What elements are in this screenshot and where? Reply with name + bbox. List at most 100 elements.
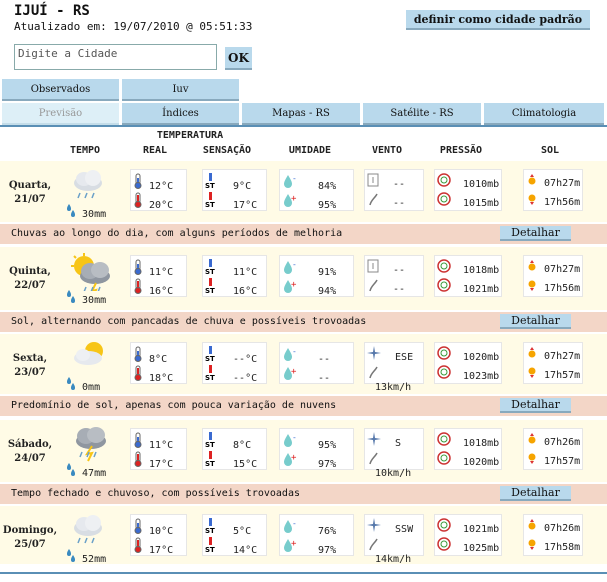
detail-button[interactable]: Detalhar [500, 226, 571, 241]
thermometer-min-icon [133, 518, 143, 537]
sun-rain-storm-icon [70, 253, 110, 298]
temp-min: 12°C [149, 181, 174, 192]
header-vento: VENTO [371, 145, 403, 156]
pressure-1: 1018mb [463, 265, 500, 276]
svg-text:ST: ST [205, 460, 215, 467]
feel-min-icon: ST [205, 346, 217, 365]
description-text: Sol, alternando com pancadas de chuva e … [11, 316, 367, 327]
sunrise-icon [526, 260, 538, 275]
sunset-icon [526, 193, 538, 208]
humidity-max: 94% [318, 286, 337, 297]
updated-timestamp: Atualizado em: 19/07/2010 @ 05:51:33 [14, 20, 253, 33]
temp-min: 11°C [149, 267, 174, 278]
forecast-row: Sábado, 24/07 47mm 11°C 17°C ST 8°C ST 1… [0, 420, 607, 482]
humidity-min: 76% [318, 526, 337, 537]
drops-icon [66, 462, 76, 479]
tab-satelite[interactable]: Satélite - RS [363, 103, 481, 125]
humidity-max: -- [318, 373, 331, 384]
sunset-time: 17h56m [544, 197, 581, 208]
precipitation: 0mm [66, 376, 100, 393]
forecast-row: Domingo, 25/07 52mm 10°C 17°C ST 5°C ST … [0, 506, 607, 565]
feel-min-icon: ST [205, 518, 217, 537]
temp-feel-cell: ST 5°C ST 14°C [202, 514, 267, 556]
humidity-cell: - 91% + 94% [279, 255, 354, 297]
tab-iuv[interactable]: Iuv [122, 79, 239, 101]
day-date: 22/07 [14, 280, 46, 291]
wind-rose-icon [367, 346, 381, 363]
temp-max: 18°C [149, 373, 174, 384]
sunset-time: 17h56m [544, 283, 581, 294]
header-sol: SOL [540, 145, 560, 156]
set-default-city-button[interactable]: definir como cidade padrão [406, 10, 590, 30]
tab-mapas[interactable]: Mapas - RS [242, 103, 360, 125]
pressure-2: 1025mb [463, 543, 500, 554]
temp-real-cell: 12°C 20°C [130, 169, 187, 211]
sunset-time: 17h57m [544, 456, 581, 467]
humidity-cell: - 84% + 95% [279, 169, 354, 211]
svg-text:+: + [291, 280, 297, 290]
wind-cell: ESE 13km/h [364, 342, 424, 393]
temp-max: 20°C [149, 200, 174, 211]
day-label: Sexta, 23/07 [0, 352, 60, 380]
precipitation: 47mm [66, 462, 106, 479]
pressure-1: 1020mb [463, 352, 500, 363]
ok-button[interactable]: OK [225, 47, 252, 70]
tab-climatologia[interactable]: Climatologia [484, 103, 604, 125]
feel-max-icon: ST [205, 278, 217, 297]
svg-text:ST: ST [205, 441, 215, 448]
temp-max: 17°C [149, 459, 174, 470]
day-date: 25/07 [14, 539, 46, 550]
wind-calm-icon [367, 259, 379, 276]
windsock-icon [367, 451, 379, 468]
temp-real-cell: 8°C 18°C [130, 342, 187, 384]
sunset-icon [526, 452, 538, 467]
tab-indices[interactable]: Índices [122, 103, 239, 125]
tab-observados[interactable]: Observados [2, 79, 119, 101]
feel-min-icon: ST [205, 259, 217, 278]
feel-max: 14°C [233, 545, 258, 556]
humidity-min-icon: - [282, 518, 298, 537]
wind-speed: 13km/h [375, 382, 412, 393]
temp-min: 10°C [149, 526, 174, 537]
feel-max: 16°C [233, 286, 258, 297]
pressure-1: 1021mb [463, 524, 500, 535]
humidity-max-icon: + [282, 192, 298, 211]
svg-text:ST: ST [205, 546, 215, 553]
detail-button[interactable]: Detalhar [500, 486, 571, 501]
precipitation: 30mm [66, 203, 106, 220]
svg-text:ST: ST [205, 268, 215, 275]
tab-bar-divider [0, 125, 607, 127]
windsock-icon [367, 192, 379, 209]
thermometer-min-icon [133, 346, 143, 365]
precip-value: 30mm [82, 295, 107, 306]
temp-max: 17°C [149, 545, 174, 556]
svg-text:ST: ST [205, 355, 215, 362]
tab-previsao[interactable]: Previsão [2, 103, 119, 125]
sunrise-time: 07h26m [544, 437, 581, 448]
feel-max-icon: ST [205, 365, 217, 384]
detail-button[interactable]: Detalhar [500, 398, 571, 413]
rain-cloud-icon [70, 512, 106, 550]
wind-direction: S [395, 438, 402, 449]
day-date: 24/07 [14, 453, 46, 464]
sun-cloud-icon [70, 340, 110, 372]
temp-feel-cell: ST 11°C ST 16°C [202, 255, 267, 297]
humidity-max: 97% [318, 545, 337, 556]
windsock-icon [367, 365, 379, 382]
svg-text:-: - [292, 519, 297, 528]
forecast-description: Sol, alternando com pancadas de chuva e … [0, 312, 607, 332]
pressure-icon [437, 451, 451, 468]
svg-text:-: - [292, 260, 297, 269]
wind-cell: -- -- [364, 255, 424, 297]
wind-speed: 10km/h [375, 468, 412, 479]
header-pressao: PRESSÃO [439, 145, 483, 156]
svg-text:ST: ST [205, 287, 215, 294]
thermometer-min-icon [133, 432, 143, 451]
detail-button[interactable]: Detalhar [500, 314, 571, 329]
temp-min: 8°C [149, 354, 168, 365]
day-label: Quinta, 22/07 [0, 265, 60, 293]
day-name: Sexta, [12, 353, 48, 364]
feel-max-icon: ST [205, 537, 217, 556]
svg-text:-: - [292, 347, 297, 356]
city-search-input[interactable]: Digite a Cidade [14, 44, 217, 70]
